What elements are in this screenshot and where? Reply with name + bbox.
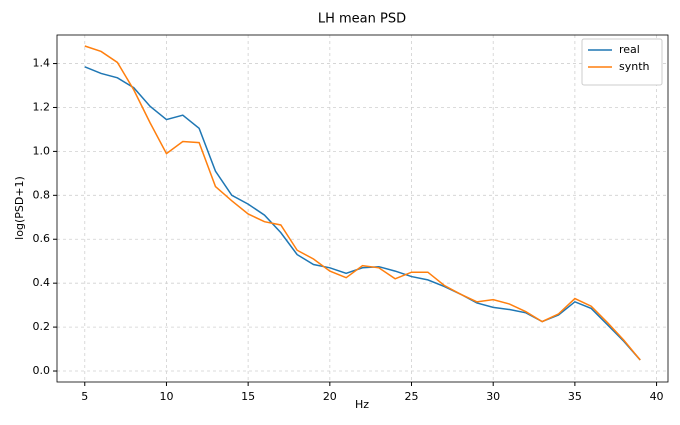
y-tick-label: 0.8 [33,188,51,201]
plot-frame [56,34,669,383]
x-tick-label: 20 [323,390,337,403]
x-tick-label: 15 [241,390,255,403]
line-series [84,66,641,361]
y-tick-label: 1.4 [33,57,51,70]
chart-title: LH mean PSD [318,12,406,27]
x-axis-label: Hz [355,398,369,411]
y-axis-label: log(PSD+1) [13,176,26,240]
y-tick-label: 0.0 [33,364,51,377]
legend-label: synth [619,60,650,73]
y-tick-label: 1.0 [33,144,51,157]
legend-label: real [619,43,640,56]
x-tick-label: 35 [568,390,582,403]
y-tick-label: 1.2 [33,100,51,113]
line-series [84,45,641,361]
x-tick-label: 30 [486,390,500,403]
x-tick-label: 40 [650,390,664,403]
x-tick-label: 5 [81,390,88,403]
x-tick-label: 10 [159,390,173,403]
y-tick-label: 0.4 [33,276,51,289]
x-tick-label: 25 [405,390,419,403]
y-tick-label: 0.2 [33,320,51,333]
y-tick-label: 0.6 [33,232,51,245]
